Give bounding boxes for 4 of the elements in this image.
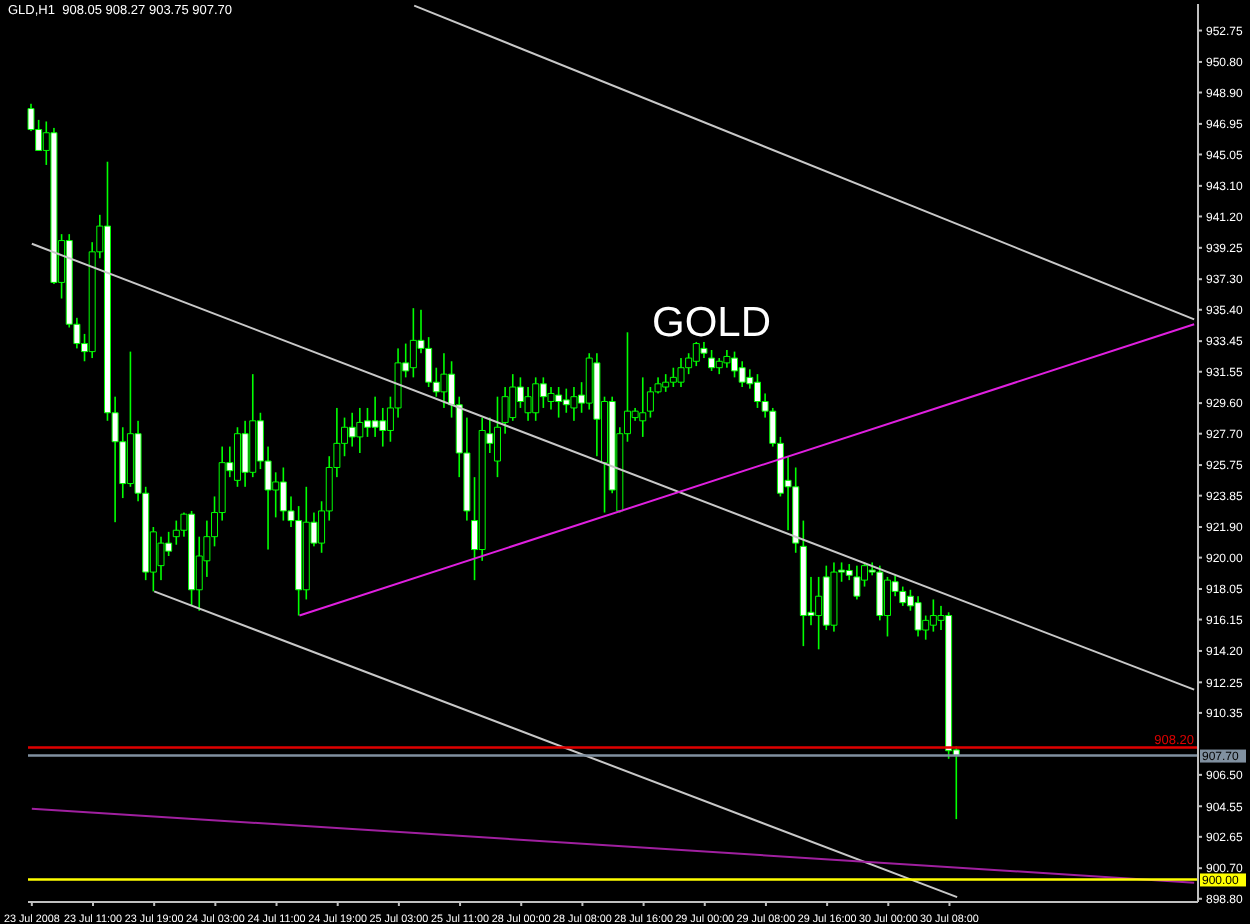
candlestick xyxy=(562,388,570,413)
candlestick xyxy=(371,396,379,437)
candlestick xyxy=(639,377,647,437)
text: GOLD xyxy=(652,300,772,348)
